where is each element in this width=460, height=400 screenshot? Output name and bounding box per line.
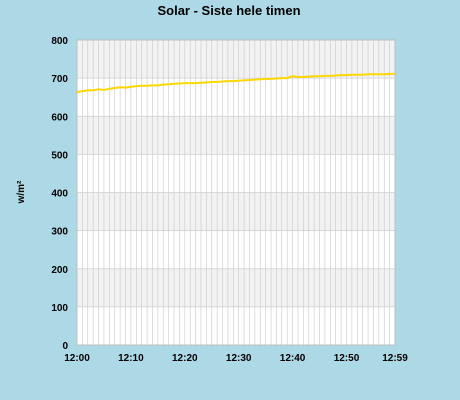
grid-band (77, 116, 395, 155)
plot-border (76, 39, 396, 346)
y-tick-label: 500 (51, 150, 68, 161)
y-tick-label: 300 (51, 227, 68, 238)
y-tick-label: 400 (51, 189, 68, 200)
y-axis-label: w/m² (16, 180, 27, 204)
grid-band (77, 192, 395, 231)
chart-title: Solar - Siste hele timen (157, 3, 300, 18)
grid-band (77, 40, 395, 79)
grid-bands (77, 40, 395, 307)
x-axis-ticks: 12:00 12:10 12:20 12:30 12:40 12:50 12:59 (64, 353, 408, 364)
x-tick-label: 12:30 (226, 353, 252, 364)
grid-band (77, 268, 395, 307)
y-tick-label: 800 (51, 36, 68, 47)
x-tick-label: 12:50 (334, 353, 360, 364)
y-tick-label: 600 (51, 112, 68, 123)
y-tick-label: 200 (51, 265, 68, 276)
x-tick-label: 12:59 (382, 353, 408, 364)
x-tick-label: 12:40 (280, 353, 306, 364)
y-axis-ticks: 0 100 200 300 400 500 600 700 800 (51, 36, 68, 352)
y-tick-label: 100 (51, 303, 68, 314)
x-tick-label: 12:00 (64, 353, 90, 364)
series-line (76, 72, 395, 94)
y-tick-label: 700 (51, 74, 68, 85)
series-group (76, 72, 395, 94)
x-tick-label: 12:10 (118, 353, 144, 364)
x-tick-label: 12:20 (172, 353, 198, 364)
y-tick-label: 0 (62, 341, 68, 352)
